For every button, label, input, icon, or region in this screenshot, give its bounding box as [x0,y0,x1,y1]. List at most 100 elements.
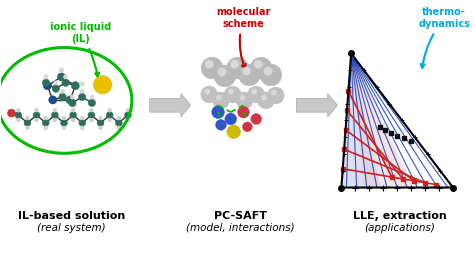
Circle shape [15,112,22,119]
Circle shape [49,96,57,104]
Polygon shape [341,54,381,188]
Circle shape [106,112,113,119]
Text: PC-SAFT: PC-SAFT [214,211,267,221]
Circle shape [115,120,122,126]
Circle shape [230,60,239,69]
Circle shape [99,126,102,130]
Circle shape [78,93,86,101]
Circle shape [52,112,58,119]
Circle shape [216,94,222,100]
Circle shape [54,81,58,85]
Circle shape [213,92,229,109]
Circle shape [214,65,236,87]
Circle shape [53,118,57,122]
Text: ionic liquid
(IL): ionic liquid (IL) [50,22,111,77]
Circle shape [33,112,40,119]
Circle shape [126,118,130,122]
Circle shape [243,122,252,132]
Circle shape [71,118,75,122]
Circle shape [258,92,274,109]
Circle shape [236,92,253,109]
Circle shape [71,82,80,90]
Text: molecular
scheme: molecular scheme [216,7,271,68]
Circle shape [97,120,104,126]
Circle shape [90,118,93,122]
Text: LLE, extraction: LLE, extraction [353,211,447,221]
Circle shape [72,103,77,108]
Circle shape [66,96,74,104]
Circle shape [80,81,84,86]
Circle shape [53,108,57,112]
Circle shape [60,89,65,93]
Circle shape [24,120,31,126]
Text: (real system): (real system) [37,222,106,232]
Circle shape [52,85,60,92]
Circle shape [43,82,52,90]
Circle shape [80,126,84,130]
Circle shape [218,68,227,76]
Circle shape [80,116,84,120]
Circle shape [35,118,38,122]
Circle shape [64,75,68,79]
Circle shape [239,94,246,100]
Circle shape [216,120,227,130]
Circle shape [94,76,111,93]
Circle shape [264,67,273,76]
Polygon shape [351,54,414,188]
Circle shape [242,67,251,76]
Circle shape [267,87,284,104]
FancyArrow shape [296,93,337,117]
Circle shape [70,112,77,119]
Circle shape [42,79,50,87]
Circle shape [117,126,121,130]
Circle shape [70,95,74,99]
Circle shape [35,108,38,112]
Circle shape [261,94,267,100]
Circle shape [44,116,48,120]
Circle shape [59,93,66,101]
Circle shape [126,108,130,112]
Circle shape [57,73,65,81]
Circle shape [271,90,277,95]
Circle shape [42,120,49,126]
Circle shape [8,109,15,117]
Circle shape [205,60,214,69]
Circle shape [62,79,69,87]
Circle shape [251,89,257,94]
Circle shape [80,89,84,93]
Circle shape [228,89,234,94]
Circle shape [17,108,20,112]
Circle shape [108,108,112,112]
Circle shape [260,64,282,86]
Circle shape [26,126,29,130]
Circle shape [125,112,131,119]
Circle shape [44,75,48,79]
Circle shape [212,106,224,119]
Circle shape [59,68,64,72]
Circle shape [79,120,86,126]
Circle shape [117,116,121,120]
Circle shape [62,126,66,130]
Text: thermo-
dynamics: thermo- dynamics [418,7,470,68]
Circle shape [108,118,112,122]
Circle shape [225,113,237,125]
Circle shape [71,108,75,112]
Circle shape [17,118,20,122]
Circle shape [250,57,272,79]
Circle shape [251,114,262,124]
Circle shape [227,57,248,79]
Circle shape [62,116,66,120]
Circle shape [88,99,96,106]
Circle shape [69,99,76,106]
Circle shape [238,64,260,86]
FancyArrow shape [149,93,191,117]
Circle shape [248,86,264,103]
Circle shape [90,108,93,112]
Circle shape [99,116,102,120]
Circle shape [204,89,210,94]
Circle shape [237,106,249,118]
Circle shape [88,112,95,119]
Circle shape [26,116,29,120]
Circle shape [201,86,218,103]
Circle shape [61,120,67,126]
